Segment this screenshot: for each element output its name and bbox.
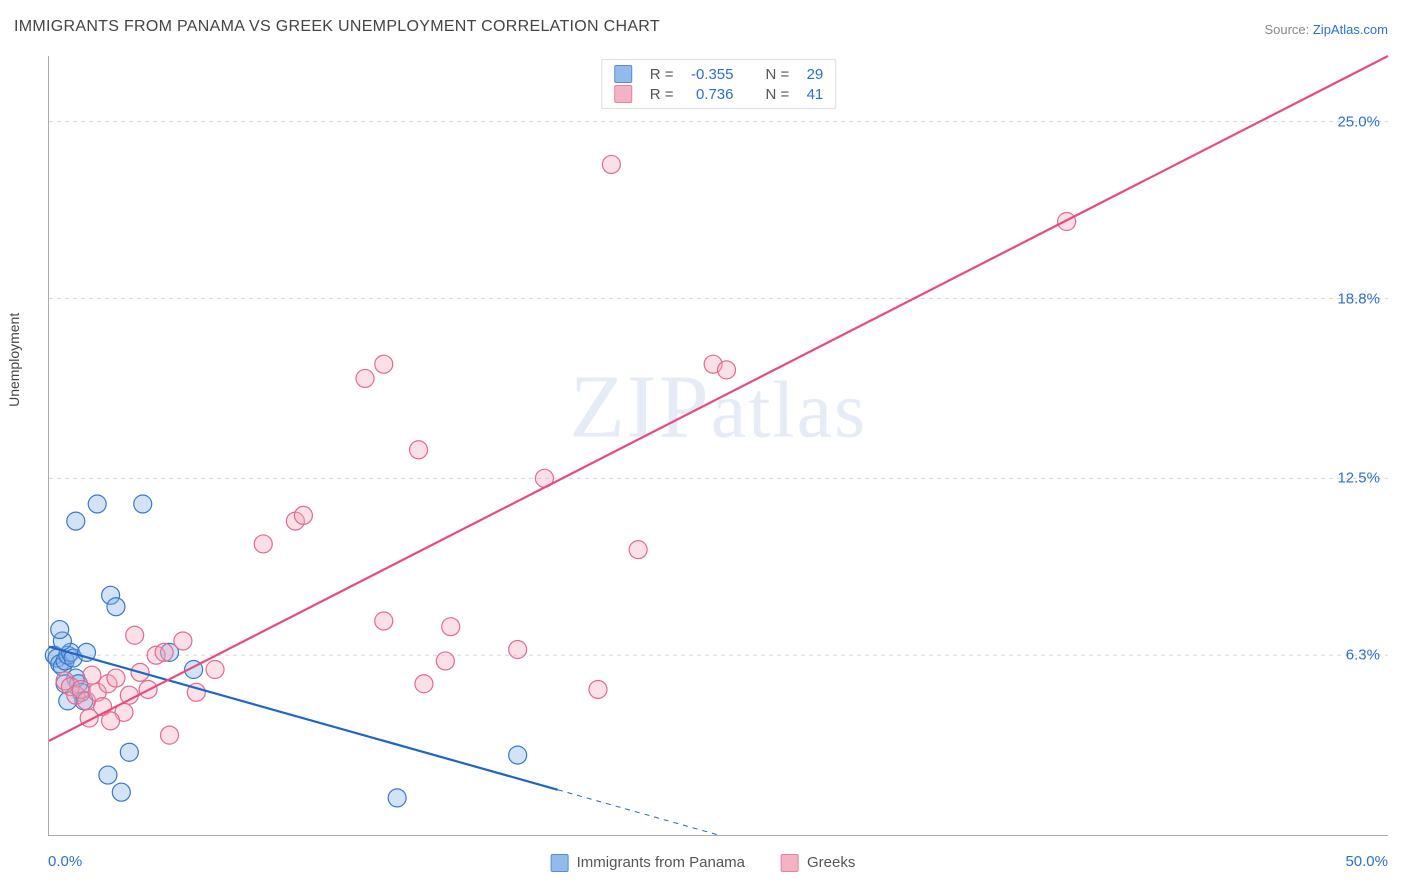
r-value-1: -0.355: [684, 66, 734, 83]
legend-label-2: Greeks: [807, 854, 855, 871]
source-attribution: Source: ZipAtlas.com: [1264, 22, 1388, 37]
source-label: Source:: [1264, 22, 1312, 37]
legend-item-2: Greeks: [781, 854, 855, 872]
n-value-2: 41: [799, 86, 823, 103]
legend-swatch-bottom-1: [551, 854, 569, 872]
y-tick-label: 6.3%: [1346, 647, 1380, 664]
legend-swatch-2: [614, 85, 632, 103]
r-label-2: R =: [650, 86, 674, 103]
y-tick-label: 25.0%: [1337, 113, 1380, 130]
legend-row-series-2: R = 0.736 N = 41: [614, 84, 824, 104]
x-tick-min: 0.0%: [48, 853, 82, 870]
legend-row-series-1: R = -0.355 N = 29: [614, 64, 824, 84]
plot-area: ZIPatlas R = -0.355 N = 29 R = 0.736 N =…: [48, 56, 1388, 836]
series-legend: Immigrants from Panama Greeks: [551, 854, 856, 872]
r-label-1: R =: [650, 66, 674, 83]
legend-swatch-bottom-2: [781, 854, 799, 872]
n-value-1: 29: [799, 66, 823, 83]
y-tick-label: 18.8%: [1337, 290, 1380, 307]
chart-title: IMMIGRANTS FROM PANAMA VS GREEK UNEMPLOY…: [14, 18, 660, 36]
source-value: ZipAtlas.com: [1313, 22, 1388, 37]
r-value-2: 0.736: [684, 86, 734, 103]
legend-label-1: Immigrants from Panama: [577, 854, 745, 871]
chart-svg: [49, 56, 1388, 835]
n-label-2: N =: [766, 86, 790, 103]
n-label-1: N =: [766, 66, 790, 83]
x-tick-max: 50.0%: [1345, 853, 1388, 870]
y-tick-label: 12.5%: [1337, 470, 1380, 487]
legend-swatch-1: [614, 65, 632, 83]
correlation-legend: R = -0.355 N = 29 R = 0.736 N = 41: [601, 59, 837, 109]
legend-item-1: Immigrants from Panama: [551, 854, 745, 872]
y-axis-label: Unemployment: [6, 313, 22, 407]
chart-container: IMMIGRANTS FROM PANAMA VS GREEK UNEMPLOY…: [0, 0, 1406, 892]
